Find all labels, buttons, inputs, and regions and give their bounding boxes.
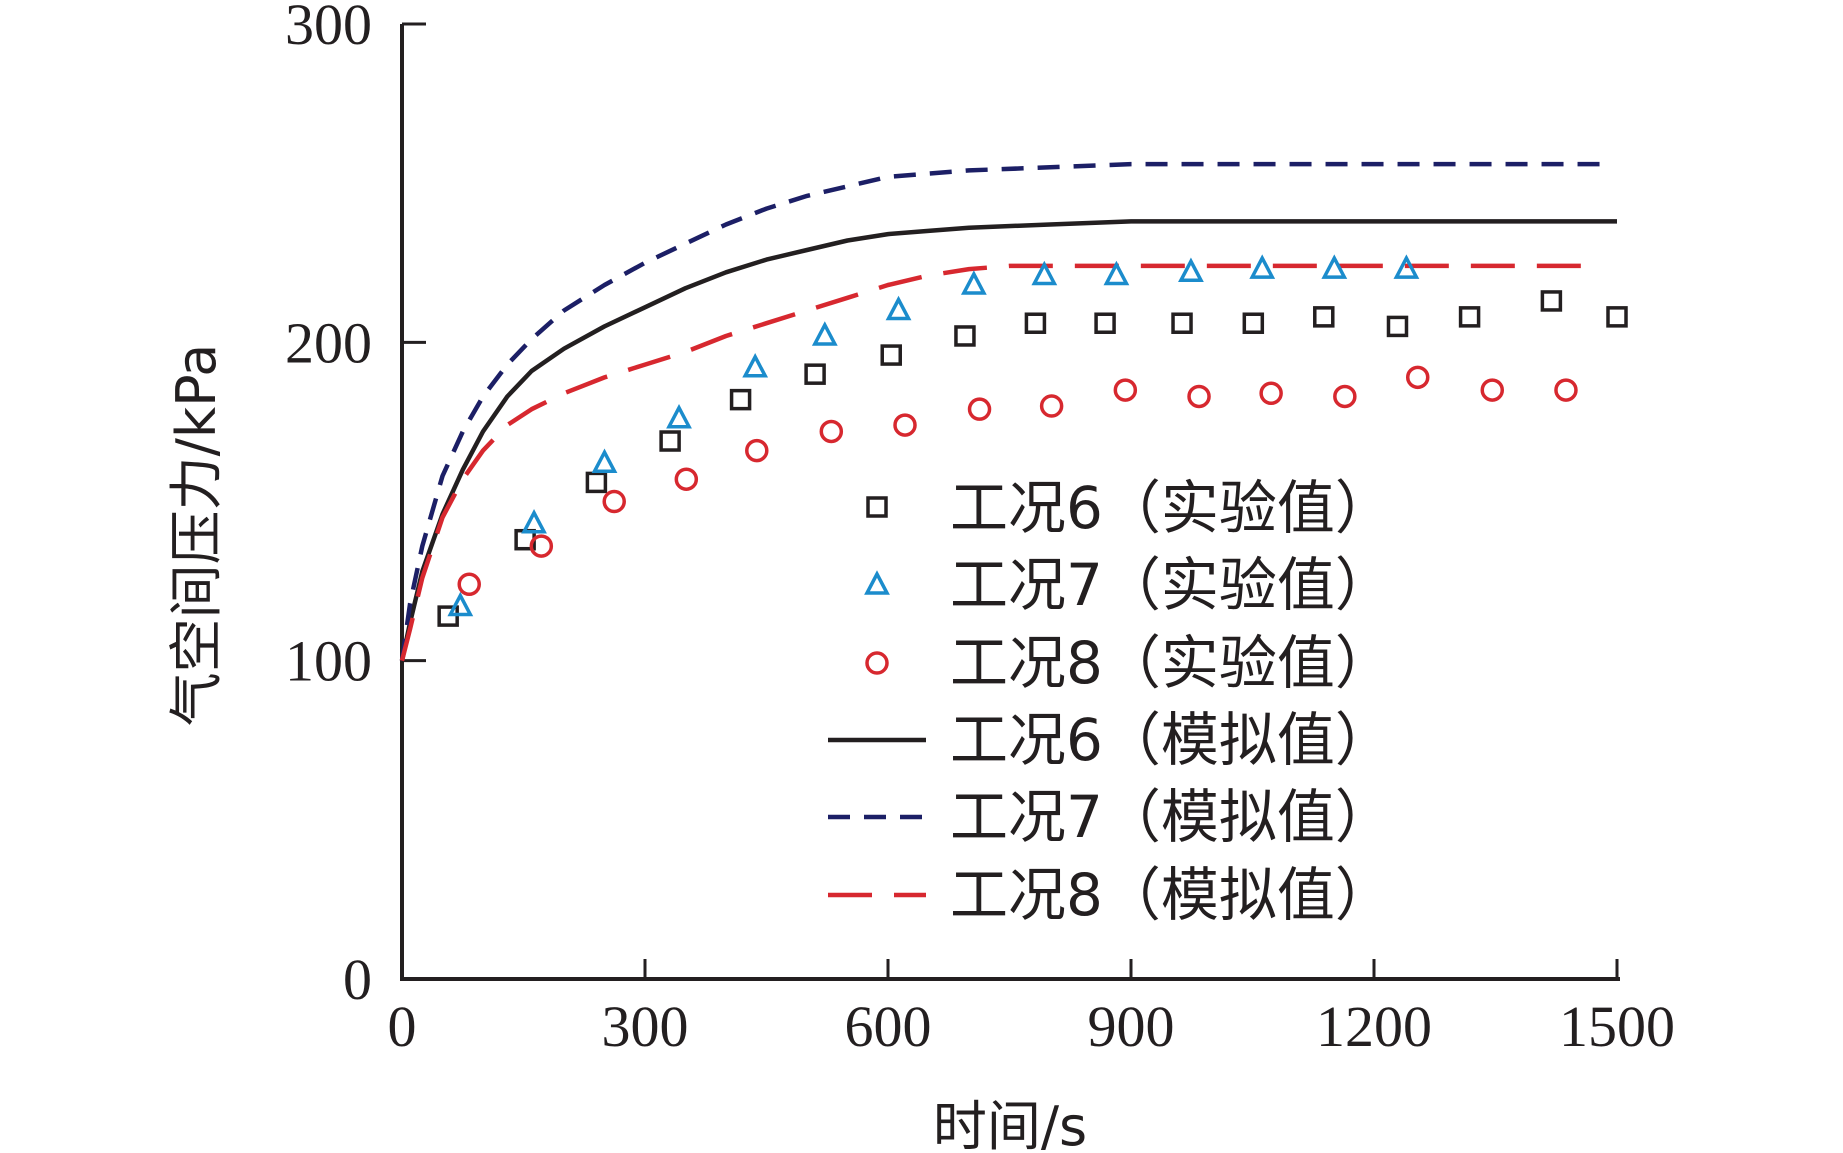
series-line — [399, 219, 1617, 662]
x-axis-title: 时间/s — [933, 1095, 1087, 1153]
legend-symbols — [828, 496, 926, 898]
data-point — [529, 534, 554, 558]
data-point — [1259, 381, 1283, 406]
data-point — [1187, 384, 1211, 409]
data-point — [1249, 254, 1276, 279]
data-point — [1606, 306, 1628, 328]
simulation-lines — [399, 161, 1617, 662]
series-line — [399, 263, 1585, 662]
data-point — [1313, 306, 1335, 328]
x-tick-label: 1200 — [1316, 994, 1432, 1059]
data-point — [602, 489, 626, 514]
x-tick-label: 0 — [388, 994, 417, 1059]
x-tick-label: 600 — [845, 994, 932, 1059]
data-point — [1458, 306, 1481, 328]
legend-label-3: 工况8（实验值） — [950, 629, 1393, 697]
data-point — [1178, 257, 1204, 283]
y-tick-label: 200 — [285, 310, 372, 375]
data-point — [804, 363, 826, 385]
data-point — [893, 413, 917, 437]
data-point — [1393, 254, 1420, 279]
data-point — [960, 270, 987, 295]
data-point — [1242, 312, 1265, 334]
legend-label-5: 工况7（模拟值） — [950, 783, 1393, 851]
data-point — [745, 438, 769, 463]
data-point — [811, 321, 838, 346]
data-point — [819, 419, 844, 444]
data-point — [1113, 378, 1138, 402]
y-tick-label: 100 — [285, 629, 372, 694]
data-point — [1103, 260, 1130, 286]
legend-label-1: 工况6（实验值） — [950, 474, 1393, 542]
data-point — [1024, 312, 1047, 334]
data-point — [729, 388, 752, 411]
legend-label-4: 工况6（模拟值） — [950, 706, 1393, 774]
data-point — [1480, 378, 1505, 402]
data-point — [1540, 290, 1563, 312]
legend: 工况6（实验值） 工况7（实验值） 工况8（实验值） 工况6（模拟值） 工况7（… — [828, 474, 1393, 929]
x-tick-label: 900 — [1088, 994, 1175, 1059]
tick-group: 0 300 600 900 1200 1500 0 100 200 300 — [285, 0, 1675, 1059]
x-tick-label: 1500 — [1559, 994, 1675, 1059]
data-point — [885, 295, 912, 321]
data-point — [1333, 384, 1357, 409]
experiment-markers — [437, 254, 1628, 627]
data-point — [1405, 365, 1430, 390]
data-point — [457, 572, 481, 597]
data-point — [585, 471, 608, 494]
data-point — [865, 651, 889, 675]
data-point — [864, 570, 890, 595]
data-point — [659, 430, 681, 452]
series-line — [399, 161, 1605, 662]
data-point — [954, 325, 976, 347]
data-point — [742, 353, 769, 378]
legend-label-2: 工况7（实验值） — [950, 551, 1393, 619]
data-point — [1554, 378, 1578, 402]
data-point — [521, 509, 547, 534]
data-point — [1171, 312, 1193, 334]
y-tick-label: 0 — [343, 947, 372, 1012]
data-point — [967, 397, 992, 421]
data-point — [447, 591, 474, 617]
y-axis-title: 气空间压力/kPa — [165, 344, 228, 727]
data-point — [1031, 260, 1058, 286]
data-point — [674, 467, 699, 491]
x-tick-label: 300 — [602, 994, 689, 1059]
data-point — [1321, 254, 1348, 279]
y-tick-label: 300 — [285, 0, 372, 57]
data-point — [1386, 315, 1409, 338]
data-point — [880, 344, 902, 366]
data-point — [1094, 312, 1116, 334]
data-point — [666, 403, 692, 429]
legend-label-6: 工况8（模拟值） — [950, 861, 1393, 929]
data-point — [591, 448, 618, 474]
data-point — [1039, 394, 1064, 418]
data-point — [866, 496, 888, 518]
axes — [400, 24, 1620, 981]
